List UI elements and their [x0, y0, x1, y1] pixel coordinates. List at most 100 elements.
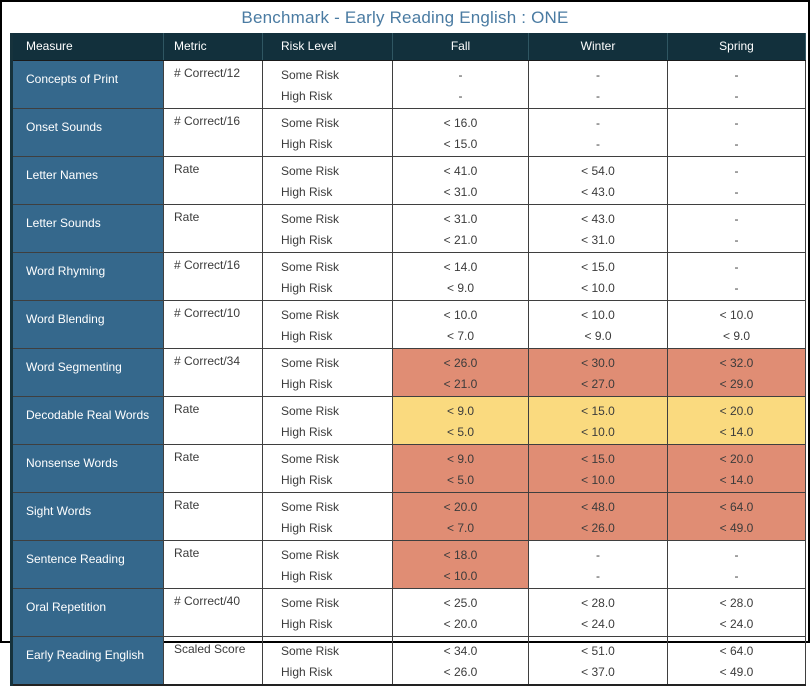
measure-label: Onset Sounds: [26, 119, 103, 134]
high-risk-label: High Risk: [281, 472, 333, 487]
fall-some-risk-value: < 14.0: [443, 259, 478, 274]
measure-cell: Concepts of Print: [11, 59, 164, 109]
metric-label: Rate: [174, 401, 200, 416]
spring-high-risk-value: < 14.0: [719, 424, 754, 439]
risk-level-cell: Some Risk High Risk: [262, 203, 393, 253]
spring-some-risk-value: -: [734, 163, 739, 178]
winter-high-risk-value: < 31.0: [581, 232, 615, 247]
winter-some-risk-value: < 54.0: [581, 163, 615, 178]
winter-cell: - -: [528, 107, 668, 157]
column-header-spring: Spring: [667, 33, 806, 61]
metric-label: # Correct/16: [174, 113, 241, 128]
fall-high-risk-value: < 7.0: [446, 520, 475, 535]
spring-high-risk-value: -: [734, 280, 739, 295]
measure-label: Word Blending: [26, 311, 105, 326]
fall-cell: < 10.0 < 7.0: [392, 299, 529, 349]
benchmark-table: Measure Metric Risk Level Fall Winter Sp…: [10, 33, 806, 686]
some-risk-label: Some Risk: [281, 547, 340, 562]
spring-high-risk-value: -: [734, 568, 739, 583]
metric-label: # Correct/34: [174, 353, 241, 368]
risk-level-cell: Some Risk High Risk: [262, 491, 393, 541]
risk-level-cell: Some Risk High Risk: [262, 347, 393, 397]
spring-high-risk-value: -: [734, 232, 739, 247]
column-header-measure: Measure: [11, 33, 164, 61]
winter-high-risk-value: < 24.0: [581, 616, 615, 631]
some-risk-label: Some Risk: [281, 451, 340, 466]
spring-high-risk-value: < 49.0: [719, 520, 754, 535]
high-risk-label: High Risk: [281, 664, 333, 679]
spring-high-risk-value: -: [734, 88, 739, 103]
high-risk-label: High Risk: [281, 568, 333, 583]
spring-some-risk-value: < 64.0: [719, 499, 754, 514]
metric-label: # Correct/12: [174, 65, 241, 80]
metric-label: Rate: [174, 209, 200, 224]
spring-high-risk-value: -: [734, 184, 739, 199]
table-row: Sentence Reading Rate Some Risk High Ris…: [11, 539, 806, 589]
metric-cell: # Correct/16: [163, 251, 263, 301]
winter-high-risk-value: -: [596, 568, 600, 583]
high-risk-label: High Risk: [281, 616, 333, 631]
page-title: Benchmark - Early Reading English : ONE: [241, 8, 569, 27]
metric-cell: Rate: [163, 491, 263, 541]
winter-cell: - -: [528, 59, 668, 109]
spring-cell: < 64.0 < 49.0: [667, 491, 806, 541]
some-risk-label: Some Risk: [281, 307, 340, 322]
fall-high-risk-value: < 20.0: [443, 616, 478, 631]
some-risk-label: Some Risk: [281, 595, 340, 610]
table-row: Word Rhyming # Correct/16 Some Risk High…: [11, 251, 806, 301]
spring-cell: < 10.0 < 9.0: [667, 299, 806, 349]
measure-label: Letter Names: [26, 167, 99, 182]
winter-cell: < 15.0 < 10.0: [528, 251, 668, 301]
high-risk-label: High Risk: [281, 136, 333, 151]
some-risk-label: Some Risk: [281, 211, 340, 226]
fall-some-risk-value: < 25.0: [443, 595, 478, 610]
winter-some-risk-value: -: [596, 547, 600, 562]
winter-some-risk-value: < 15.0: [581, 451, 615, 466]
winter-high-risk-value: < 27.0: [581, 376, 615, 391]
winter-cell: < 43.0 < 31.0: [528, 203, 668, 253]
table-header-row: Measure Metric Risk Level Fall Winter Sp…: [11, 33, 806, 61]
spring-some-risk-value: < 10.0: [719, 307, 754, 322]
column-header-fall: Fall: [392, 33, 529, 61]
metric-label: # Correct/40: [174, 593, 241, 608]
winter-cell: < 10.0 < 9.0: [528, 299, 668, 349]
winter-cell: < 28.0 < 24.0: [528, 587, 668, 637]
spring-cell: - -: [667, 155, 806, 205]
metric-label: Rate: [174, 545, 200, 560]
spring-cell: - -: [667, 539, 806, 589]
spring-some-risk-value: -: [734, 67, 739, 82]
winter-cell: < 30.0 < 27.0: [528, 347, 668, 397]
winter-cell: < 48.0 < 26.0: [528, 491, 668, 541]
column-header-winter: Winter: [528, 33, 668, 61]
measure-label: Early Reading English: [26, 647, 145, 662]
fall-some-risk-value: < 10.0: [443, 307, 478, 322]
risk-level-cell: Some Risk High Risk: [262, 299, 393, 349]
fall-cell: < 31.0 < 21.0: [392, 203, 529, 253]
metric-label: Rate: [174, 161, 200, 176]
winter-some-risk-value: < 43.0: [581, 211, 615, 226]
column-header-risk-level: Risk Level: [262, 33, 393, 61]
fall-some-risk-value: < 31.0: [443, 211, 478, 226]
some-risk-label: Some Risk: [281, 499, 340, 514]
spring-some-risk-value: -: [734, 115, 739, 130]
table-row: Sight Words Rate Some Risk High Risk < 2…: [11, 491, 806, 541]
some-risk-label: Some Risk: [281, 403, 340, 418]
risk-level-cell: Some Risk High Risk: [262, 395, 393, 445]
table-row: Letter Sounds Rate Some Risk High Risk <…: [11, 203, 806, 253]
spring-cell: - -: [667, 251, 806, 301]
winter-high-risk-value: < 10.0: [581, 472, 615, 487]
some-risk-label: Some Risk: [281, 67, 340, 82]
spring-some-risk-value: < 28.0: [719, 595, 754, 610]
high-risk-label: High Risk: [281, 280, 333, 295]
spring-cell: - -: [667, 59, 806, 109]
fall-some-risk-value: < 41.0: [443, 163, 478, 178]
fall-cell: - -: [392, 59, 529, 109]
winter-some-risk-value: < 10.0: [581, 307, 615, 322]
metric-label: Rate: [174, 497, 200, 512]
fall-high-risk-value: < 5.0: [446, 472, 475, 487]
winter-cell: < 54.0 < 43.0: [528, 155, 668, 205]
spring-cell: - -: [667, 107, 806, 157]
winter-cell: < 51.0 < 37.0: [528, 635, 668, 685]
spring-cell: < 32.0 < 29.0: [667, 347, 806, 397]
